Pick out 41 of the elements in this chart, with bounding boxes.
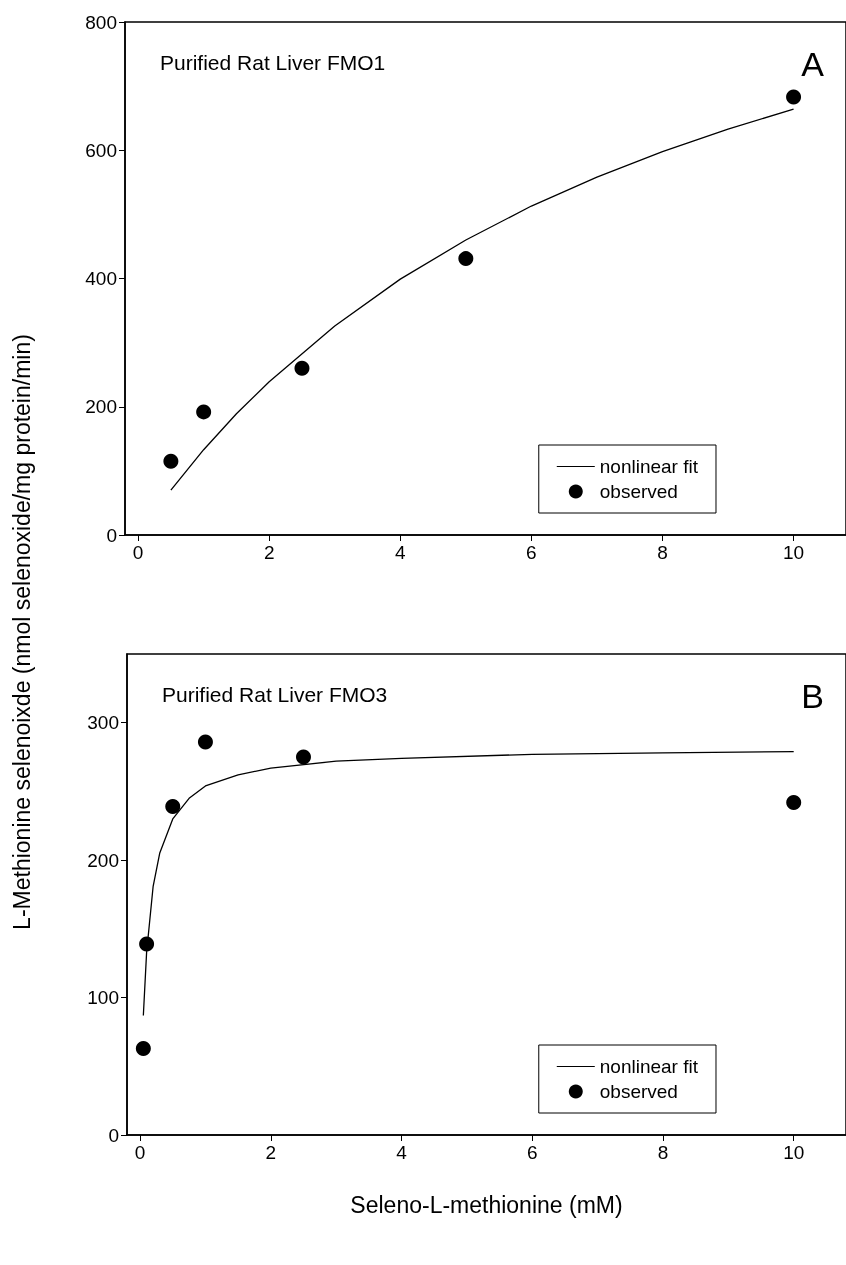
y-tick-label: 300 [87, 712, 119, 734]
legend-label: observed [599, 481, 678, 502]
text: Purified Rat Liver FMO3 [162, 683, 388, 706]
y-tick-label: 0 [108, 1124, 119, 1146]
y-tick-label: 200 [87, 849, 119, 871]
point [135, 1040, 151, 1056]
point [196, 404, 212, 420]
y-axis-title: L-Methionine selenoixde (nmol selenoxide/mg protein/min) [8, 334, 36, 930]
point [197, 734, 213, 750]
point [294, 360, 310, 376]
x-tick-label: 0 [132, 542, 144, 563]
x-axis-title: Seleno-L-methionine (mM) [350, 1191, 623, 1218]
x-tick-label: 6 [526, 1142, 538, 1163]
x-tick-label: 2 [265, 1142, 277, 1163]
x-tick-label: 8 [657, 542, 668, 563]
x-tick-label: 0 [134, 1142, 146, 1163]
point [786, 89, 802, 105]
y-tick-label: 0 [106, 524, 117, 546]
x-tick-label: 10 [782, 542, 805, 563]
x-tick-label: 10 [783, 1142, 805, 1163]
x-tick-label: 8 [657, 1142, 669, 1163]
x-tick-label: 4 [395, 542, 406, 563]
point [296, 749, 311, 765]
y-tick-label: 200 [85, 396, 117, 418]
legend-label: observed [599, 1081, 678, 1102]
y-tick-label: 100 [87, 987, 119, 1009]
legend-label: nonlinear fit [599, 456, 699, 477]
legend-label: nonlinear fit [599, 1056, 699, 1077]
annotation: A [801, 45, 825, 83]
point [163, 453, 179, 469]
point [165, 799, 181, 815]
annotation: B [801, 677, 825, 715]
y-tick-label: 800 [85, 11, 117, 33]
text: Purified Rat Liver FMO1 [160, 51, 386, 74]
point [458, 251, 474, 267]
y-tick-label: 400 [85, 268, 117, 289]
y-tick-label: 600 [85, 139, 117, 161]
x-tick-label: 2 [263, 542, 275, 563]
point [786, 794, 802, 810]
x-tick-label: 4 [396, 1142, 408, 1163]
x-tick-label: 6 [526, 542, 537, 563]
